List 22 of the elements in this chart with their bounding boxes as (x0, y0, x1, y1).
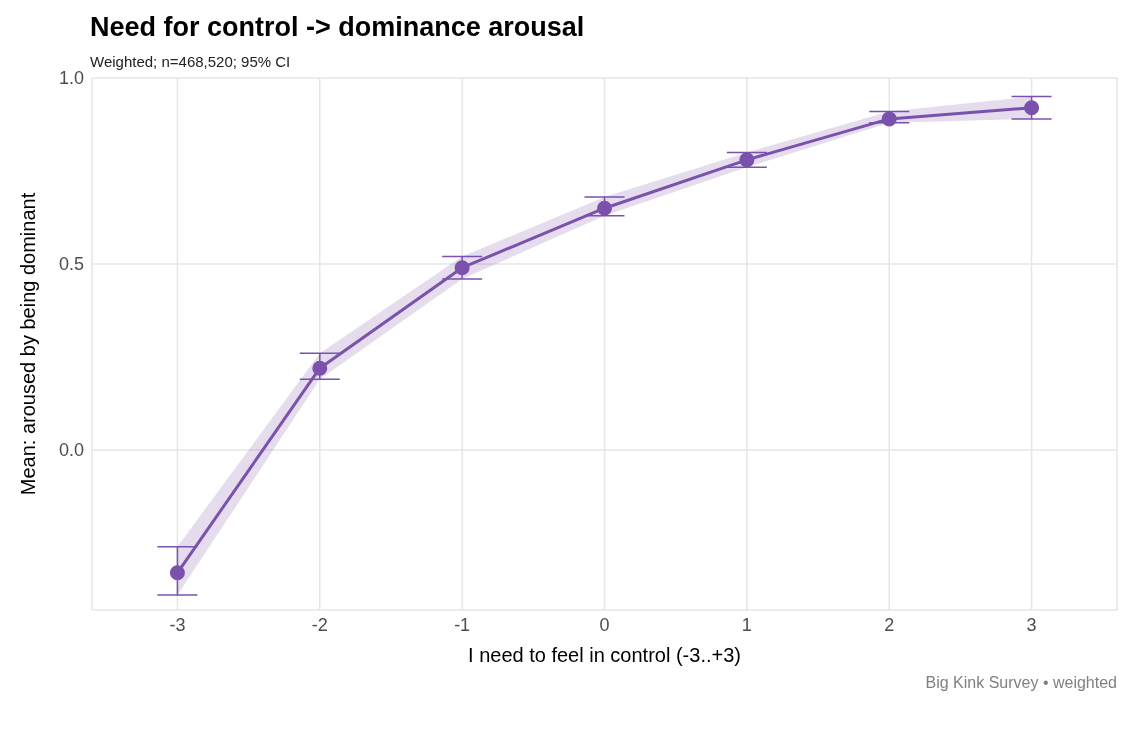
point (312, 360, 328, 376)
point (739, 152, 755, 168)
chart-title: Need for control -> dominance arousal (89, 11, 586, 43)
x-axis-title: I need to feel in control (-3..+3) (468, 644, 741, 666)
x-tick-label: -1 (454, 614, 471, 635)
y-axis-title: Mean: aroused by being dominant (17, 192, 40, 496)
point (169, 565, 185, 581)
y-tick-label: 1.0 (58, 68, 84, 89)
y-tick-label: 0.5 (58, 254, 84, 275)
x-tick-label: -2 (311, 614, 328, 635)
x-tick-label: 1 (741, 614, 752, 635)
text: Big Kink Survey • weighted (924, 674, 1118, 692)
point (597, 200, 612, 216)
x-tick-label: -3 (169, 614, 186, 635)
x-tick-label: 3 (1026, 614, 1037, 635)
point (881, 111, 897, 127)
y-tick-label: 0.0 (58, 440, 84, 461)
x-tick-label: 0 (599, 614, 610, 635)
chart-subtitle: Weighted; n=468,520; 95% CI (89, 52, 292, 70)
point (454, 260, 470, 276)
point (1024, 100, 1040, 116)
x-tick-label: 2 (884, 614, 895, 635)
